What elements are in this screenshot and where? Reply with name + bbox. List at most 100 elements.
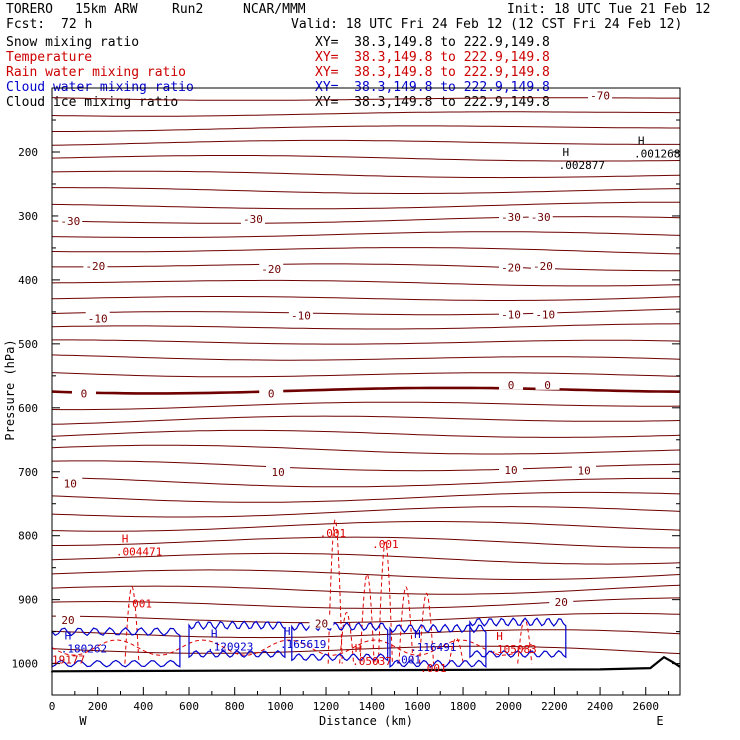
isotherm <box>52 612 681 624</box>
label-bg <box>533 307 558 320</box>
rain-value: .004471 <box>116 546 162 559</box>
rain-value: .105083 <box>490 643 536 656</box>
isotherm-label: 0 <box>268 388 275 401</box>
label-bg <box>499 377 524 390</box>
high-value: .001268 <box>634 147 680 160</box>
isotherm <box>51 444 681 455</box>
contour-labels: -70 -30 -30 -30 -30 -20 -20 -20 -20 -10 -10 -10 -10 0… <box>52 88 680 675</box>
rain-contour <box>327 519 343 664</box>
isotherm <box>51 569 681 580</box>
x-tick-label: 1000 <box>267 700 294 713</box>
label-bg <box>259 386 284 399</box>
isotherm <box>51 629 681 639</box>
isotherm-label: -30 <box>60 215 80 228</box>
cloud-water-contour <box>469 617 567 659</box>
label-bg <box>259 262 284 275</box>
label-bg <box>535 377 560 390</box>
x-axis-title: Distance (km) <box>319 714 413 728</box>
rain-label: .001 <box>320 527 347 540</box>
isotherm-label: -20 <box>261 263 281 276</box>
label-bg <box>499 260 524 273</box>
label-bg <box>58 476 83 489</box>
isotherm <box>51 477 681 488</box>
west-label: W <box>79 714 87 728</box>
label-bg <box>240 212 265 225</box>
x-tick-label: 1800 <box>450 700 477 713</box>
axes: 0 200 400 600 800 1000 1200 1400 1600 1800 2000 220… <box>12 119 680 713</box>
label-bg <box>85 311 110 324</box>
label-bg <box>71 386 96 399</box>
cloud-water-marker: H <box>65 629 72 642</box>
rain-contour <box>419 592 435 664</box>
isotherm <box>51 308 681 316</box>
x-tick-label: 1400 <box>358 700 385 713</box>
isotherm <box>51 279 681 287</box>
label-bg <box>549 595 574 608</box>
y-tick-label: 200 <box>18 146 38 159</box>
isotherm <box>51 401 681 411</box>
rain-contour <box>124 586 140 664</box>
isotherm <box>52 339 681 345</box>
cloud-water-contour <box>389 623 487 668</box>
isotherm-label: -70 <box>590 90 610 103</box>
y-tick-label: 1000 <box>12 658 39 671</box>
label-bg <box>572 463 597 476</box>
legend-snow-xy: XY= 38.3,149.8 to 222.9,149.8 <box>315 35 550 50</box>
isotherm-label: -20 <box>533 260 553 273</box>
cloud-water-value: .116491 <box>410 641 456 654</box>
x-tick-label: 400 <box>133 700 153 713</box>
isotherm <box>51 521 681 532</box>
forecast-label: Fcst: <box>6 17 46 32</box>
rain-label: H <box>496 630 503 643</box>
rain-contour-base <box>51 639 532 656</box>
east-label: E <box>656 714 663 728</box>
label-bg <box>83 258 108 271</box>
init-time: Init: 18 UTC Tue 21 Feb 12 <box>507 2 711 17</box>
isotherm-label: 0 <box>544 379 551 392</box>
rain-value: .05037 <box>352 655 392 668</box>
cloud-water-marker: H <box>284 625 291 638</box>
isotherm <box>51 216 681 224</box>
x-tick-label: 1600 <box>404 700 431 713</box>
isotherm <box>51 231 681 238</box>
isotherm <box>52 263 680 272</box>
label-bg <box>499 307 524 320</box>
isotherm <box>52 125 680 132</box>
x-tick-label: 200 <box>88 700 108 713</box>
rain-label: .001 <box>372 538 399 551</box>
x-tick-label: 2200 <box>541 700 568 713</box>
isotherm-label: -30 <box>243 213 263 226</box>
isotherm <box>51 552 681 565</box>
high-marker: H <box>563 146 570 159</box>
high-value: .002877 <box>559 159 605 172</box>
x-tick-label: 600 <box>179 700 199 713</box>
y-tick-label: 400 <box>18 274 38 287</box>
y-tick-label: 300 <box>18 210 38 223</box>
isotherm <box>51 354 681 361</box>
label-bg <box>530 258 555 271</box>
cloud-water-contour <box>51 627 181 668</box>
misc-label: 19177 <box>52 654 85 667</box>
y-tick-label: 700 <box>18 466 38 479</box>
cloud-water-value: .120923 <box>207 640 253 653</box>
isotherm <box>51 415 681 425</box>
rain-label: H <box>122 533 129 546</box>
y-tick-label: 900 <box>18 594 38 607</box>
label-bg <box>288 308 313 321</box>
isotherm-lines <box>51 97 681 655</box>
label-bg <box>499 462 524 475</box>
rain-label: .001 <box>126 597 153 610</box>
cloud-water-value: .180262 <box>61 642 107 655</box>
isotherm <box>51 506 681 518</box>
isotherm <box>51 139 680 146</box>
x-tick-label: 1200 <box>313 700 340 713</box>
legend-temperature-label: Temperature <box>6 50 93 65</box>
isotherm <box>51 429 681 438</box>
isotherm <box>51 111 680 117</box>
cloud-water-value: .165619 <box>280 638 326 651</box>
label-bg <box>588 88 613 101</box>
isotherm <box>52 536 680 549</box>
legend-rain-label: Rain water mixing ratio <box>6 65 187 80</box>
x-tick-label: 0 <box>49 700 56 713</box>
isotherm-label: 0 <box>81 388 88 401</box>
